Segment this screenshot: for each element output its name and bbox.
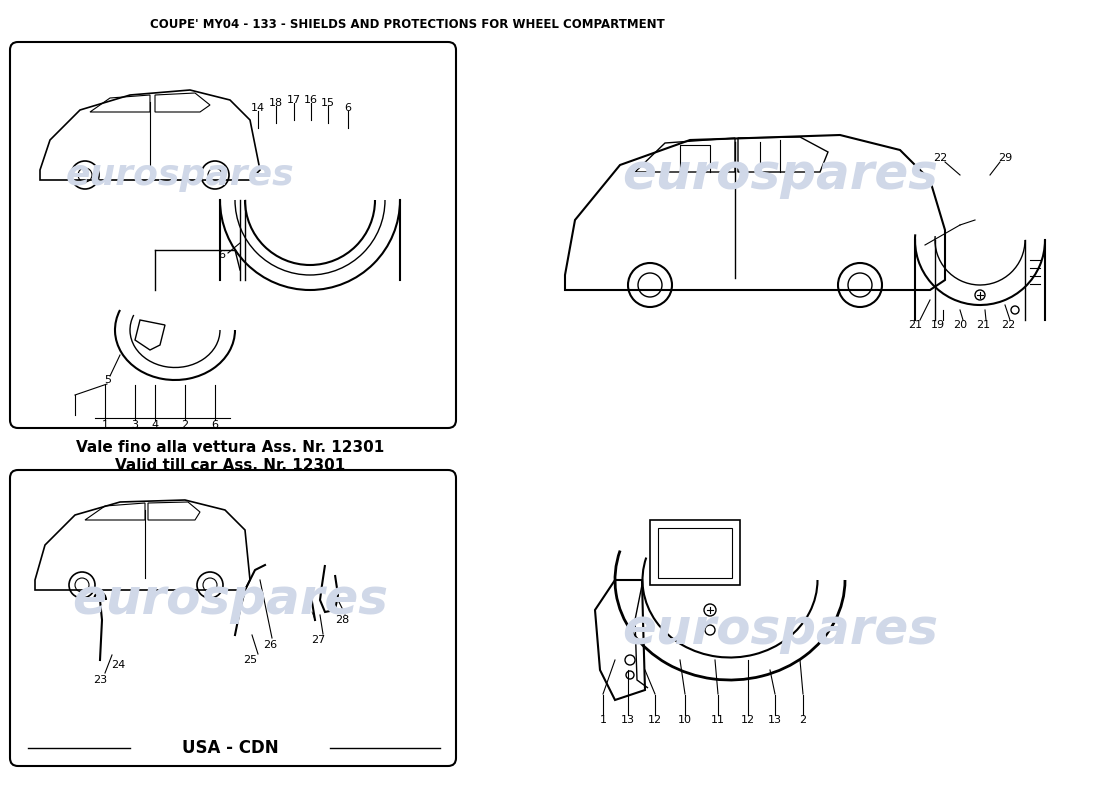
Text: 22: 22	[1001, 320, 1015, 330]
Text: eurospares: eurospares	[621, 151, 938, 199]
Text: 17: 17	[287, 95, 301, 105]
Bar	[658, 528, 732, 578]
Text: 2: 2	[800, 715, 806, 725]
Text: COUPE' MY04 - 133 - SHIELDS AND PROTECTIONS FOR WHEEL COMPARTMENT: COUPE' MY04 - 133 - SHIELDS AND PROTECTI…	[150, 18, 664, 31]
Text: 25: 25	[243, 655, 257, 665]
Text: 20: 20	[953, 320, 967, 330]
Text: 14: 14	[251, 103, 265, 113]
Text: 12: 12	[741, 715, 755, 725]
Text: 6: 6	[344, 103, 352, 113]
Bar	[650, 520, 740, 585]
Text: eurospares: eurospares	[72, 576, 388, 624]
Text: 6: 6	[219, 250, 225, 260]
Text: 21: 21	[976, 320, 990, 330]
Text: 15: 15	[321, 98, 336, 108]
Text: 24: 24	[111, 660, 125, 670]
Text: 4: 4	[152, 420, 158, 430]
Text: eurospares: eurospares	[66, 158, 295, 192]
FancyBboxPatch shape	[10, 42, 456, 428]
Text: 10: 10	[678, 715, 692, 725]
Text: 13: 13	[768, 715, 782, 725]
Text: 13: 13	[621, 715, 635, 725]
Text: 5: 5	[104, 375, 111, 385]
Text: 16: 16	[304, 95, 318, 105]
Text: 19: 19	[931, 320, 945, 330]
Text: eurospares: eurospares	[621, 606, 938, 654]
Text: Vale fino alla vettura Ass. Nr. 12301: Vale fino alla vettura Ass. Nr. 12301	[76, 441, 384, 455]
Text: Valid till car Ass. Nr. 12301: Valid till car Ass. Nr. 12301	[114, 458, 345, 473]
Text: USA - CDN: USA - CDN	[182, 739, 278, 757]
Text: 29: 29	[998, 153, 1012, 163]
Text: 22: 22	[933, 153, 947, 163]
Text: 1: 1	[600, 715, 606, 725]
Text: 2: 2	[182, 420, 188, 430]
Text: 27: 27	[311, 635, 326, 645]
Text: 23: 23	[92, 675, 107, 685]
Text: 26: 26	[263, 640, 277, 650]
FancyBboxPatch shape	[10, 470, 456, 766]
Text: 1: 1	[101, 420, 109, 430]
Text: 11: 11	[711, 715, 725, 725]
Text: 21: 21	[908, 320, 922, 330]
Text: 6: 6	[211, 420, 219, 430]
Text: 3: 3	[132, 420, 139, 430]
Text: 28: 28	[334, 615, 349, 625]
Text: 12: 12	[648, 715, 662, 725]
Text: 18: 18	[268, 98, 283, 108]
